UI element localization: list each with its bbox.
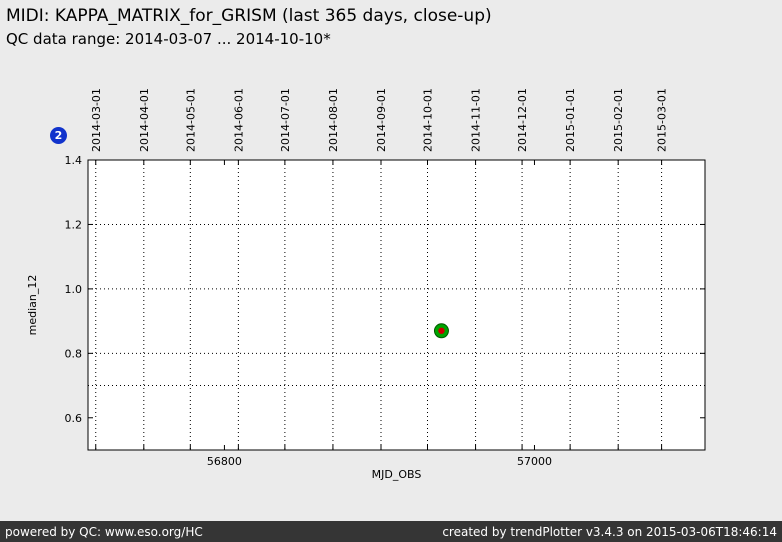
date-tick-label: 2014-09-01 [375,88,388,152]
date-tick-label: 2014-04-01 [138,88,151,152]
date-tick-label: 2014-12-01 [516,88,529,152]
qc-data-range-label: QC data range: 2014-03-07 ... 2014-10-10… [6,30,331,48]
footer-bar: powered by QC: www.eso.org/HC created by… [0,521,782,542]
date-tick-label: 2015-02-01 [612,88,625,152]
date-tick-label: 2014-07-01 [279,88,292,152]
data-point-center [438,327,445,334]
plot-index-badge[interactable]: 2 [50,127,67,144]
date-tick-label: 2015-03-01 [656,88,669,152]
x-tick-label: 57000 [517,455,552,468]
date-tick-label: 2014-11-01 [470,88,483,152]
y-tick-label: 1.4 [65,154,83,167]
date-tick-label: 2014-08-01 [327,88,340,152]
x-tick-label: 56800 [207,455,242,468]
footer-created-by: created by trendPlotter v3.4.3 on 2015-0… [442,524,777,539]
y-axis-label: median_12 [26,275,39,336]
footer-powered-by: powered by QC: www.eso.org/HC [5,524,203,539]
trend-plot: 2014-03-01 2014-04-01 2014-05-01 2014-06-01… [26,88,706,481]
y-tick-label: 0.6 [65,412,83,425]
plot-area [87,159,706,451]
date-tick-label: 2014-05-01 [184,88,197,152]
y-tick-label: 0.8 [65,347,83,360]
date-tick-label: 2015-01-01 [564,88,577,152]
y-tick-label: 1.0 [65,283,83,296]
date-tick-label: 2014-03-01 [90,88,103,152]
date-tick-label: 2014-10-01 [422,88,435,152]
x-axis-label: MJD_OBS [372,468,422,481]
date-tick-label: 2014-06-01 [232,88,245,152]
y-tick-label: 1.2 [65,218,83,231]
page-title: MIDI: KAPPA_MATRIX_for_GRISM (last 365 d… [6,6,492,26]
